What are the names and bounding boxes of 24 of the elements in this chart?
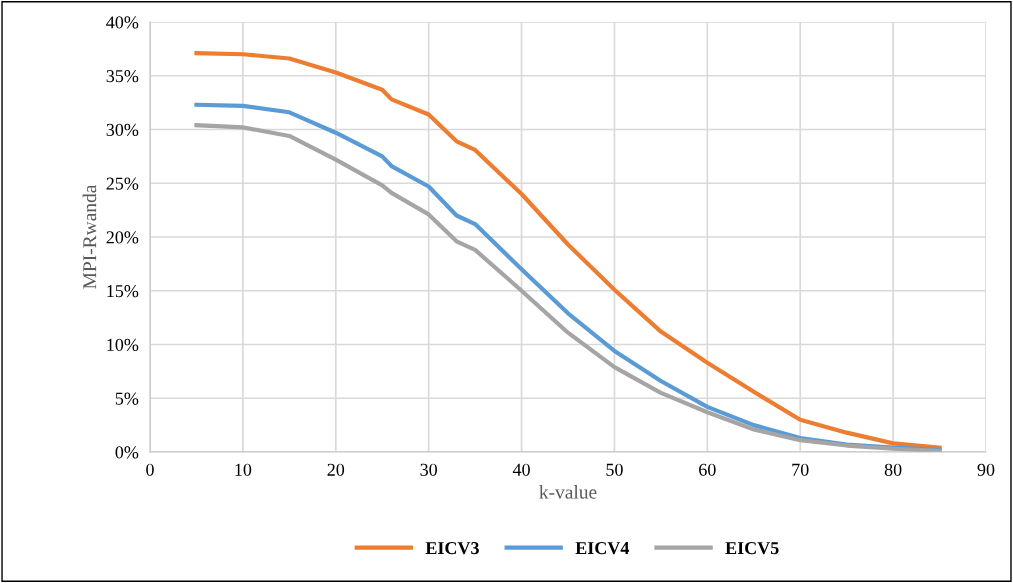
- x-tick-label: 10: [235, 463, 252, 476]
- y-tick-label: 5%: [115, 392, 139, 405]
- x-axis-title: k-value: [539, 485, 597, 499]
- legend-label: EICV4: [575, 542, 630, 555]
- legend-label: EICV5: [725, 542, 779, 555]
- x-tick-label: 0: [146, 463, 154, 476]
- y-tick-label: 35%: [106, 70, 139, 83]
- x-tick-label: 90: [977, 463, 995, 476]
- x-tick-label: 60: [699, 463, 716, 476]
- y-tick-label: 25%: [106, 177, 139, 190]
- legend-label: EICV3: [425, 542, 479, 555]
- x-tick-label: 20: [327, 463, 345, 476]
- x-tick-label: 40: [512, 463, 530, 476]
- y-tick-label: 30%: [106, 123, 139, 136]
- y-tick-label: 20%: [106, 231, 139, 244]
- x-tick-label: 80: [884, 463, 902, 476]
- y-tick-label: 0%: [115, 446, 139, 459]
- y-tick-label: 15%: [107, 285, 139, 298]
- y-tick-label: 40%: [106, 16, 139, 29]
- y-tick-label: 10%: [107, 338, 139, 351]
- y-axis-title: MPI-Rwanda: [82, 184, 97, 289]
- x-tick-label: 70: [792, 463, 809, 476]
- x-tick-label: 50: [606, 463, 623, 476]
- x-tick-label: 30: [420, 463, 438, 476]
